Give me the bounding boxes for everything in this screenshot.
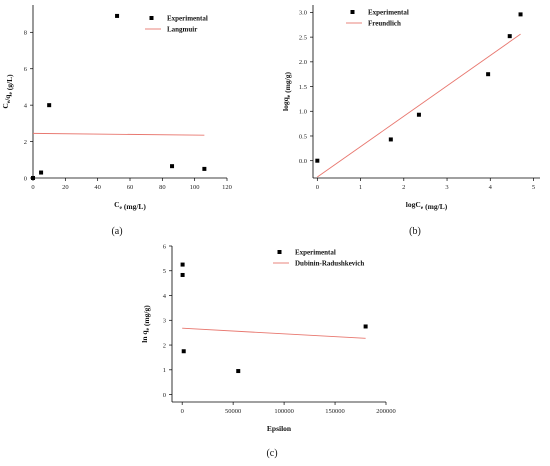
x-tick-label: 2 bbox=[402, 184, 405, 191]
y-tick-label: 3.0 bbox=[299, 10, 307, 17]
legend-entry: Experimental bbox=[368, 9, 409, 17]
x-tick-label: 100 bbox=[190, 184, 200, 191]
legend-entry: Experimental bbox=[167, 15, 208, 23]
legend-point-swatch bbox=[277, 250, 282, 254]
data-point bbox=[181, 349, 186, 354]
y-tick-label: 0 bbox=[24, 175, 27, 182]
legend-entry: Freundlich bbox=[368, 20, 401, 28]
fit-line bbox=[182, 327, 366, 339]
panel-label: (c) bbox=[266, 448, 277, 459]
y-axis-title: ln qe (mg/g) bbox=[140, 305, 151, 343]
y-tick-label: 2.0 bbox=[299, 59, 307, 66]
freundlich-panel: 0 1 2 3 4 5 0.0 0.5 1.0 1.5 2.0 2.5 3.0 logCe (mg/L) l… bbox=[281, 5, 540, 237]
x-tick-label: 1 bbox=[359, 184, 362, 191]
y-tick-label: 3 bbox=[163, 318, 166, 325]
y-tick-label: 0.0 bbox=[299, 158, 307, 165]
x-tick-label: 200000 bbox=[376, 408, 396, 415]
x-tick-label: 40 bbox=[94, 184, 101, 191]
x-tick-label: 60 bbox=[127, 184, 134, 191]
x-tick-label: 120 bbox=[222, 184, 232, 191]
y-tick-label: 0.5 bbox=[299, 133, 307, 140]
x-tick-label: 4 bbox=[489, 184, 493, 191]
data-point bbox=[236, 369, 241, 374]
y-tick-label: 4 bbox=[24, 102, 28, 109]
y-axis-title: logqe (mg/g) bbox=[281, 72, 292, 111]
x-tick-label: 20 bbox=[62, 184, 69, 191]
dubinin-radushkevich-panel: 0 50000 100000 150000 200000 0 1 2 3 4 5 6 Epsilon ln… bbox=[140, 243, 396, 459]
y-tick-label: 2 bbox=[163, 342, 166, 349]
panel-label: (a) bbox=[111, 226, 122, 237]
y-tick-label: 1.5 bbox=[299, 84, 307, 91]
x-tick-label: 0 bbox=[316, 184, 319, 191]
x-tick-label: 0 bbox=[181, 408, 184, 415]
x-tick-label: 80 bbox=[159, 184, 166, 191]
y-tick-label: 2.5 bbox=[299, 34, 307, 41]
data-point bbox=[47, 103, 52, 108]
legend-entry: Dubinin-Radushkevich bbox=[295, 260, 364, 268]
fit-line bbox=[317, 33, 521, 178]
y-tick-label: 6 bbox=[163, 243, 167, 250]
data-point bbox=[180, 272, 185, 277]
data-point bbox=[170, 164, 175, 169]
langmuir-panel: 0 20 40 60 80 100 120 0 2 4 6 8 Ce (mg/L) Ce/qe (g/L)… bbox=[1, 5, 232, 237]
data-point bbox=[416, 112, 421, 117]
y-axis-title: Ce/qe (g/L) bbox=[1, 74, 14, 109]
y-tick-label: 1 bbox=[163, 367, 166, 374]
x-tick-label: 50000 bbox=[225, 408, 241, 415]
data-point bbox=[180, 262, 185, 267]
data-point bbox=[115, 13, 120, 18]
x-axis-title: Epsilon bbox=[267, 424, 292, 433]
data-point bbox=[363, 324, 368, 329]
data-point bbox=[388, 137, 393, 142]
x-tick-label: 100000 bbox=[274, 408, 294, 415]
legend-entry: Experimental bbox=[295, 249, 336, 257]
x-tick-label: 5 bbox=[532, 184, 535, 191]
y-tick-label: 5 bbox=[163, 268, 166, 275]
y-tick-label: 4 bbox=[163, 293, 167, 300]
data-point bbox=[202, 166, 207, 171]
legend-entry: Langmuir bbox=[167, 26, 197, 34]
x-tick-label: 0 bbox=[31, 184, 34, 191]
y-tick-label: 2 bbox=[24, 139, 27, 146]
y-tick-label: 8 bbox=[24, 30, 27, 37]
data-point bbox=[518, 12, 523, 17]
y-tick-label: 6 bbox=[24, 66, 28, 73]
data-point bbox=[315, 158, 320, 163]
x-axis-title: logCe (mg/L) bbox=[406, 200, 448, 211]
x-tick-label: 3 bbox=[445, 184, 448, 191]
y-tick-label: 1.0 bbox=[299, 109, 307, 116]
data-point bbox=[31, 176, 35, 180]
panel-label: (b) bbox=[409, 226, 421, 237]
legend-point-swatch bbox=[350, 10, 355, 14]
data-point bbox=[39, 170, 44, 175]
data-point bbox=[507, 34, 512, 39]
x-axis-title: Ce (mg/L) bbox=[114, 200, 146, 211]
legend-point-swatch bbox=[149, 16, 154, 20]
x-tick-label: 150000 bbox=[325, 408, 345, 415]
y-tick-label: 0 bbox=[163, 392, 166, 399]
fit-line bbox=[32, 132, 205, 136]
data-point bbox=[486, 72, 491, 77]
